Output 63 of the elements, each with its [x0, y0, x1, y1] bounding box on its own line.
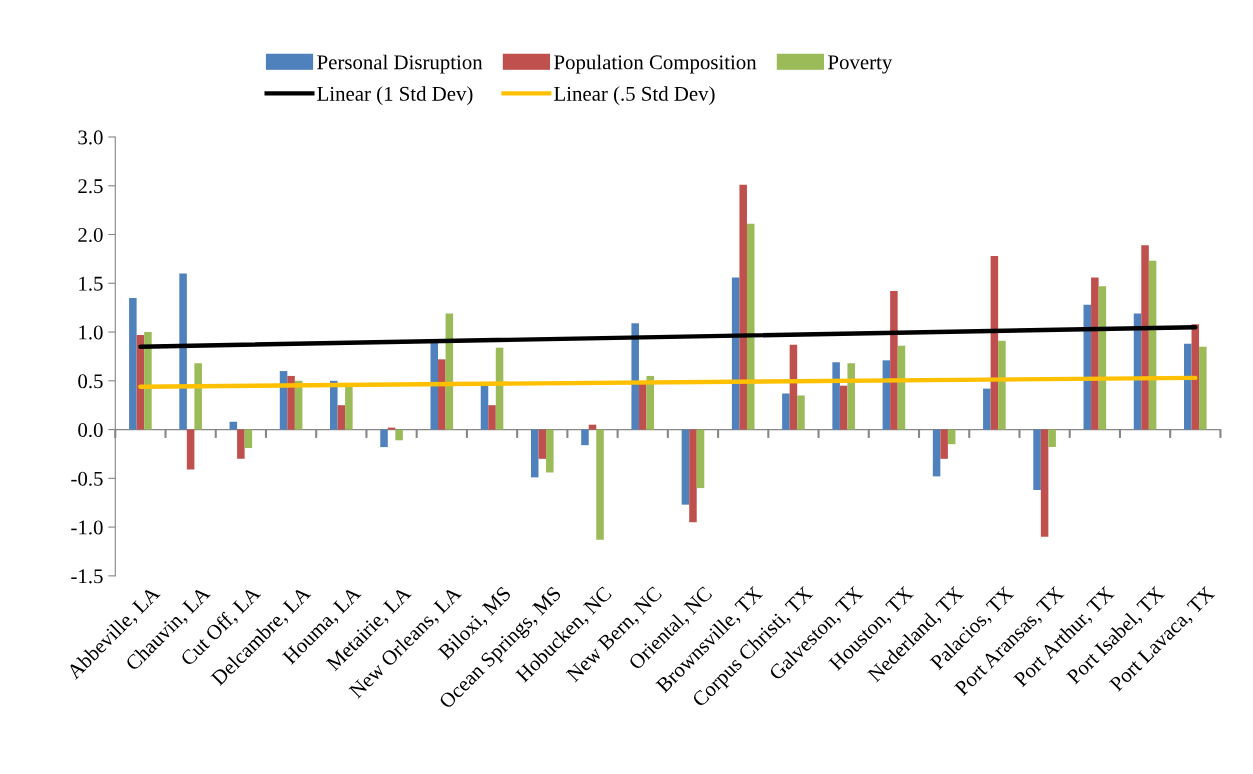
bar [782, 393, 790, 430]
bar [689, 429, 697, 523]
y-tick-label: 3.0 [78, 130, 103, 145]
bar [1199, 346, 1207, 430]
bar [1033, 429, 1041, 491]
bar [847, 363, 855, 430]
y-tick-label: -0.5 [71, 471, 103, 486]
bar [940, 429, 948, 459]
bar [395, 429, 403, 441]
bar [194, 363, 202, 430]
y-tick-label: 2.0 [78, 227, 103, 243]
y-tick-label: 2.5 [78, 179, 103, 194]
bar [237, 429, 245, 459]
bar [696, 429, 705, 489]
legend-label: Personal Disruption [317, 54, 483, 74]
bar [983, 388, 991, 430]
bar [480, 385, 489, 430]
bar [337, 405, 346, 430]
bar [631, 323, 639, 430]
legend-label: Linear (.5 Std Dev) [554, 86, 715, 106]
y-tick-label: -1.5 [71, 569, 103, 584]
bar [681, 429, 690, 505]
bar [998, 340, 1006, 430]
bar [1091, 277, 1099, 430]
bar [588, 424, 597, 430]
bar [1184, 343, 1192, 430]
y-tick-label: 1.0 [79, 325, 103, 340]
bar [179, 273, 187, 430]
bar [746, 223, 755, 430]
legend-label: Population Composition [554, 54, 757, 74]
bar [1048, 429, 1056, 448]
bar [839, 385, 848, 430]
y-tick-label: 1.5 [79, 276, 103, 291]
bar [739, 184, 747, 430]
bar [380, 429, 388, 448]
bar [546, 429, 554, 473]
bar [797, 395, 805, 430]
legend-label: Poverty [828, 55, 893, 74]
bar [229, 421, 238, 430]
bar [345, 385, 353, 430]
legend-label: Linear (1 Std Dev) [317, 86, 473, 106]
bar [832, 362, 840, 430]
bar [244, 429, 253, 449]
bar [1040, 429, 1049, 537]
bar [438, 359, 446, 430]
bar [144, 332, 152, 430]
bar [287, 375, 295, 430]
bar [430, 341, 439, 430]
bar [890, 291, 898, 430]
bar [646, 375, 655, 430]
bar [488, 405, 496, 430]
bar [581, 429, 589, 446]
bar [932, 429, 941, 477]
y-tick-label: -1.0 [71, 520, 103, 535]
bar [1141, 245, 1149, 430]
y-tick-label: 0.0 [78, 422, 103, 438]
bar [530, 429, 539, 478]
bar [186, 429, 195, 470]
bar [538, 429, 547, 459]
bar [129, 297, 137, 430]
bar [330, 380, 338, 430]
bar [596, 429, 604, 540]
y-tick-label: 0.5 [78, 374, 103, 389]
